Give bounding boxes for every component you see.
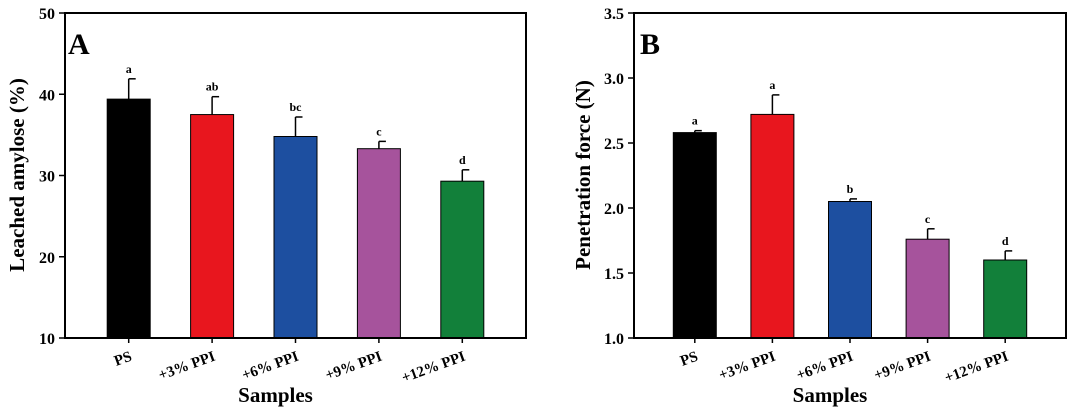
error-bar xyxy=(378,140,386,149)
significance-label: ab xyxy=(206,80,219,94)
y-tick-label: 30 xyxy=(39,169,55,186)
category-label: PS xyxy=(678,349,700,370)
y-tick-label: 3.5 xyxy=(604,6,624,23)
bar xyxy=(983,259,1028,339)
error-bar xyxy=(926,228,935,240)
y-tick-label: 20 xyxy=(39,250,55,267)
error-bar xyxy=(294,116,303,137)
x-axis-title: Samples xyxy=(238,383,313,407)
y-tick-label: 40 xyxy=(39,87,55,104)
plot-frame xyxy=(633,12,1067,339)
y-tick-label: 2.0 xyxy=(604,201,624,218)
bar xyxy=(106,98,151,339)
error-bar xyxy=(849,198,857,202)
panel-letter: B xyxy=(640,28,660,61)
significance-label: b xyxy=(847,182,854,196)
bar xyxy=(905,238,950,339)
significance-label: bc xyxy=(290,100,303,114)
y-tick-label: 2.5 xyxy=(604,136,624,153)
significance-label: a xyxy=(126,62,132,76)
bar xyxy=(750,113,795,339)
error-bar xyxy=(694,129,702,133)
error-bar xyxy=(771,94,780,115)
error-bar xyxy=(211,95,220,115)
error-bar xyxy=(1004,250,1013,260)
bar xyxy=(440,180,485,339)
panel-letter: A xyxy=(68,28,90,61)
significance-label: d xyxy=(1002,234,1009,248)
y-tick-label: 1.0 xyxy=(604,331,624,348)
y-tick-label: 3.0 xyxy=(604,71,624,88)
bar xyxy=(672,132,717,339)
y-axis-title: Leached amylose (%) xyxy=(5,78,29,272)
bar xyxy=(190,114,235,339)
bar xyxy=(273,136,318,339)
error-bar xyxy=(461,169,470,182)
significance-label: a xyxy=(692,114,698,128)
plot-frame xyxy=(64,12,527,339)
bar xyxy=(356,148,401,339)
significance-label: a xyxy=(769,78,775,92)
y-axis-title: Penetration force (N) xyxy=(571,80,595,270)
significance-label: c xyxy=(376,124,382,138)
y-tick-label: 10 xyxy=(39,331,55,348)
y-tick-label: 50 xyxy=(39,6,55,23)
y-tick-label: 1.5 xyxy=(604,266,624,283)
error-bar xyxy=(127,78,136,100)
bar xyxy=(828,201,872,339)
significance-label: d xyxy=(459,153,466,167)
x-axis-title: Samples xyxy=(793,383,868,407)
category-label: PS xyxy=(112,349,134,370)
significance-label: c xyxy=(925,212,931,226)
